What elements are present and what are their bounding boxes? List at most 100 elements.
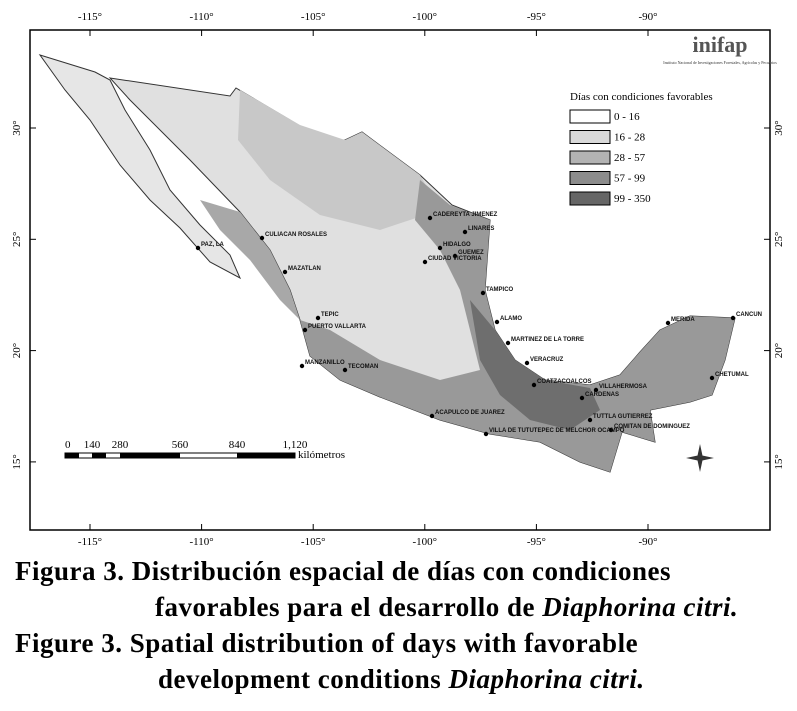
lon-tick-label: -110° bbox=[190, 11, 214, 23]
caption-text: favorables para el desarrollo de bbox=[155, 592, 535, 622]
legend-swatch bbox=[569, 130, 611, 144]
legend-label: 0 - 16 bbox=[614, 111, 640, 123]
lat-tick-label: 30° bbox=[773, 120, 785, 135]
city-dot bbox=[730, 315, 736, 321]
city-label: CADEREYTA JIMENEZ bbox=[433, 212, 498, 218]
lon-tick-label: -105° bbox=[301, 536, 326, 545]
city-dot bbox=[462, 229, 468, 235]
legend-swatch bbox=[569, 191, 611, 206]
lon-tick-label: -115° bbox=[78, 11, 102, 23]
caption-es-1: Figura 3. Distribución espacial de días … bbox=[15, 556, 672, 586]
lon-tick-label: -100° bbox=[413, 536, 438, 545]
lon-tick-label: -90° bbox=[638, 11, 657, 23]
legend-swatch bbox=[569, 171, 611, 185]
baja-california bbox=[38, 54, 242, 280]
lat-tick-label: 25° bbox=[773, 232, 785, 247]
lon-tick-label: -95° bbox=[527, 11, 546, 23]
scale-label: 840 bbox=[229, 439, 246, 451]
city-label: CIUDAD VICTORIA bbox=[428, 256, 482, 262]
logo-name: inifap bbox=[692, 32, 747, 57]
city-label: LINARES bbox=[468, 226, 494, 232]
city-label: COATZACOALCOS bbox=[537, 379, 592, 385]
city-dot bbox=[665, 320, 671, 326]
city-label: CULIACAN ROSALES bbox=[265, 232, 327, 238]
lon-tick-label: -105° bbox=[301, 11, 326, 23]
city-label: MARTINEZ DE LA TORRE bbox=[511, 337, 584, 343]
scale-label: 0 bbox=[65, 439, 71, 451]
city-dot bbox=[579, 395, 585, 401]
scale-label: 1,120 bbox=[283, 439, 308, 451]
logo-subtitle: Instituto Nacional de Investigaciones Fo… bbox=[663, 60, 777, 66]
city-dot bbox=[422, 259, 428, 265]
region-16-28 bbox=[238, 90, 440, 230]
legend-swatch bbox=[569, 150, 611, 165]
city-dot bbox=[195, 245, 201, 251]
city-label: ACAPULCO DE JUAREZ bbox=[435, 410, 505, 416]
caption-en-1: Figure 3. Spatial distribution of days w… bbox=[15, 628, 639, 658]
city-dot bbox=[480, 290, 486, 296]
city-dot bbox=[315, 315, 321, 321]
city-label: TEPIC bbox=[321, 312, 339, 318]
city-dot bbox=[587, 417, 593, 423]
legend-label: 16 - 28 bbox=[614, 132, 646, 144]
city-label: VILLA DE TUTUTEPEC DE MELCHOR OCAMPO bbox=[489, 428, 625, 434]
city-label: HIDALGO bbox=[443, 242, 471, 248]
city-label: CARDENAS bbox=[585, 392, 619, 398]
city-dot bbox=[524, 360, 530, 366]
city-dot bbox=[452, 253, 458, 259]
city-dot bbox=[531, 382, 537, 388]
region-28-57-west bbox=[200, 200, 300, 320]
lat-tick-label: 15° bbox=[773, 454, 785, 469]
city-dot bbox=[299, 363, 305, 369]
city-dot bbox=[494, 319, 500, 325]
scale-unit: kilómetros bbox=[298, 449, 345, 461]
city-label: TAMPICO bbox=[486, 287, 514, 293]
legend-label: 28 - 57 bbox=[614, 152, 646, 164]
lon-tick-label: -100° bbox=[413, 11, 438, 23]
city-dot bbox=[437, 245, 443, 251]
lat-tick-label: 20° bbox=[773, 343, 785, 358]
city-dot bbox=[342, 367, 348, 373]
lat-tick-label: 15° bbox=[11, 454, 23, 469]
caption-en-2: development conditions Diaphorina citri. bbox=[158, 664, 645, 695]
city-label: GUEMEZ bbox=[458, 250, 484, 256]
scale-label: 280 bbox=[112, 439, 129, 451]
city-label: TECOMAN bbox=[348, 364, 378, 370]
city-dot bbox=[608, 427, 614, 433]
scale-label: 560 bbox=[172, 439, 189, 451]
city-dot bbox=[302, 327, 308, 333]
city-dot bbox=[429, 413, 435, 419]
region-57-99 bbox=[300, 180, 735, 472]
city-label: CHETUMAL bbox=[715, 372, 749, 378]
city-label: MAZATLAN bbox=[288, 266, 321, 272]
city-label: MERIDA bbox=[671, 317, 695, 323]
lat-tick-label: 20° bbox=[11, 343, 23, 358]
city-label: MANZANILLO bbox=[305, 360, 345, 366]
lon-tick-label: -115° bbox=[78, 536, 102, 545]
lat-tick-label: 30° bbox=[11, 120, 23, 135]
lon-tick-label: -110° bbox=[190, 536, 214, 545]
city-dot bbox=[259, 235, 265, 241]
region-99-350 bbox=[470, 300, 600, 430]
city-label: VILLAHERMOSA bbox=[599, 384, 648, 390]
city-label: PUERTO VALLARTA bbox=[308, 324, 367, 330]
caption-text: development conditions bbox=[158, 664, 442, 694]
city-dot bbox=[483, 431, 489, 437]
city-label: COMITAN DE DOMINGUEZ bbox=[614, 424, 690, 430]
lon-tick-label: -95° bbox=[527, 536, 546, 545]
city-label: TUTTLA GUTIERREZ bbox=[593, 414, 653, 420]
scale-label: 140 bbox=[84, 439, 101, 451]
legend-title: Días con condiciones favorables bbox=[570, 91, 713, 103]
city-label: VERACRUZ bbox=[530, 357, 564, 363]
lat-tick-label: 25° bbox=[11, 232, 23, 247]
city-dot bbox=[505, 340, 511, 346]
map: inifap Instituto Nacional de Investigaci… bbox=[11, 11, 785, 548]
city-dot bbox=[593, 387, 599, 393]
lon-tick-label: -90° bbox=[638, 536, 657, 545]
species: Diaphorina citri. bbox=[448, 664, 645, 694]
legend-swatch bbox=[569, 109, 611, 124]
city-dot bbox=[427, 215, 433, 221]
city-dot bbox=[282, 269, 288, 275]
caption-es-2: favorables para el desarrollo de Diaphor… bbox=[155, 592, 738, 623]
